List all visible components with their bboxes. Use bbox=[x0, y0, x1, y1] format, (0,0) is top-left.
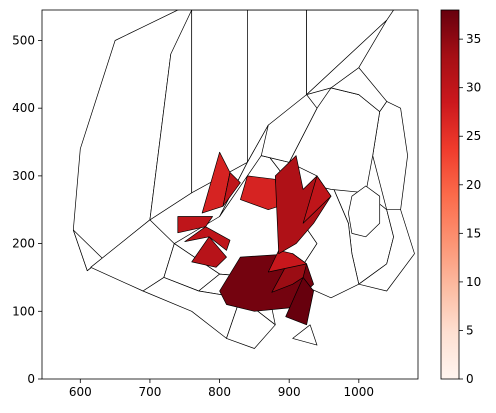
plot-area bbox=[72, 10, 415, 349]
y-tick-label: 200 bbox=[12, 237, 35, 251]
region-c05 bbox=[191, 236, 227, 268]
region-r14 bbox=[226, 297, 276, 349]
x-tick-label: 1000 bbox=[344, 385, 375, 399]
plot-frame bbox=[41, 9, 419, 380]
region-r02 bbox=[149, 10, 193, 221]
colorbar-tick-label: 0 bbox=[466, 372, 474, 386]
colorbar-tick-label: 10 bbox=[466, 275, 481, 289]
x-tick-label: 600 bbox=[69, 385, 92, 399]
y-tick-label: 300 bbox=[12, 169, 35, 183]
colorbar-tick-label: 30 bbox=[466, 81, 481, 95]
region-c12 bbox=[302, 175, 332, 224]
colorbar-tick-label: 25 bbox=[466, 129, 481, 143]
region-c06 bbox=[184, 226, 231, 251]
region-c07 bbox=[177, 216, 213, 234]
region-c02 bbox=[285, 277, 314, 326]
x-tick-label: 700 bbox=[138, 385, 161, 399]
y-axis: 0 100 200 300 400 500 bbox=[12, 33, 42, 386]
colorbar-tick-label: 20 bbox=[466, 178, 481, 192]
x-tick-label: 900 bbox=[278, 385, 301, 399]
y-tick-label: 0 bbox=[27, 372, 35, 386]
colorbar-gradient bbox=[440, 9, 460, 380]
colorbar-tick-label: 35 bbox=[466, 32, 481, 46]
region-c09 bbox=[222, 172, 241, 207]
x-tick-label: 800 bbox=[208, 385, 231, 399]
colorbar: 0 5 10 15 20 25 30 35 bbox=[440, 9, 481, 386]
y-tick-label: 500 bbox=[12, 33, 35, 47]
region-r20 bbox=[306, 19, 388, 95]
colorbar-tick-label: 5 bbox=[466, 323, 474, 337]
region-h01 bbox=[348, 185, 381, 238]
region-c04 bbox=[267, 250, 307, 273]
region-r19 bbox=[330, 67, 388, 112]
colorbar-tick-label: 15 bbox=[466, 226, 481, 240]
x-axis: 600 700 800 900 1000 bbox=[69, 379, 374, 399]
y-tick-label: 400 bbox=[12, 101, 35, 115]
region-r15 bbox=[292, 324, 318, 346]
colorbar-ticks: 0 5 10 15 20 25 30 35 bbox=[459, 32, 481, 386]
y-tick-label: 100 bbox=[12, 304, 35, 318]
